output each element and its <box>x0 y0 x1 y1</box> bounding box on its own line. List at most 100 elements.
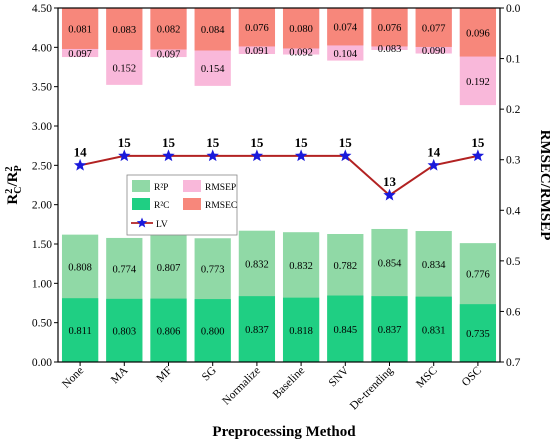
x-tick-label: MSC <box>414 364 440 390</box>
label-rmsec: 0.082 <box>157 25 181 36</box>
label-rmsep: 0.154 <box>201 64 225 75</box>
right-tick-label: 0.3 <box>506 155 521 167</box>
label-r2p: 0.776 <box>466 270 490 281</box>
lv-star <box>250 149 264 162</box>
lv-star <box>339 149 352 162</box>
bar-rmsec <box>282 8 320 49</box>
left-tick-label: 3.00 <box>32 121 52 133</box>
left-tick-label: 1.50 <box>32 239 52 251</box>
left-axis-title-part: /R <box>5 171 21 187</box>
legend-swatch <box>132 180 150 192</box>
bar-rmsec <box>327 8 364 46</box>
x-tick-label: De-trending <box>348 364 396 412</box>
lv-star <box>73 158 87 171</box>
left-axis-title: R2C/R2P <box>4 165 24 204</box>
bar-r2c <box>415 296 452 362</box>
left-tick-label: 1.00 <box>32 278 52 290</box>
x-tick-label: None <box>60 365 86 391</box>
bar-rmsec <box>371 8 408 47</box>
legend-label: LV <box>156 220 168 230</box>
lv-label: 15 <box>206 135 220 150</box>
label-r2p: 0.832 <box>289 261 313 272</box>
label-r2c: 0.735 <box>466 329 490 340</box>
bar-r2c <box>61 298 99 362</box>
label-rmsec: 0.084 <box>201 25 225 36</box>
bar-r2c <box>327 295 364 362</box>
label-r2c: 0.818 <box>289 326 313 337</box>
bar-r2c <box>238 296 276 362</box>
label-rmsec: 0.077 <box>422 23 446 34</box>
bar-rmsec <box>415 8 452 47</box>
left-tick-label: 3.50 <box>32 82 52 94</box>
bar-rmsec <box>61 8 99 49</box>
lv-label: 13 <box>383 174 397 189</box>
legend-swatch <box>132 198 150 210</box>
label-r2c: 0.803 <box>112 326 136 337</box>
bar-rmsec <box>150 8 187 50</box>
label-rmsec: 0.083 <box>112 25 136 36</box>
x-tick-label: MF <box>154 365 174 385</box>
label-r2p: 0.808 <box>68 262 92 273</box>
lv-star <box>383 188 396 201</box>
x-tick-label: Normalize <box>220 365 263 408</box>
legend-label: R²P <box>154 183 168 193</box>
label-rmsep: 0.104 <box>333 49 357 60</box>
left-tick-label: 4.00 <box>32 42 52 54</box>
label-rmsep: 0.097 <box>157 49 181 60</box>
label-rmsec: 0.096 <box>466 28 490 39</box>
legend-label: RMSEC <box>205 201 237 211</box>
label-r2c: 0.800 <box>201 327 225 338</box>
label-r2c: 0.837 <box>378 325 402 336</box>
right-tick-label: 0.1 <box>506 54 521 66</box>
right-axis-title: RMSEC/RMSEP <box>537 130 550 241</box>
label-r2p: 0.774 <box>112 264 136 275</box>
left-tick-label: 0.50 <box>32 318 52 330</box>
label-rmsep: 0.083 <box>378 44 402 55</box>
lv-star <box>294 149 308 162</box>
label-r2p: 0.854 <box>378 259 402 270</box>
x-axis-title: Preprocessing Method <box>212 424 356 440</box>
bar-r2c <box>371 296 408 362</box>
left-axis-title-part: C <box>13 187 24 194</box>
bar-rmsec <box>106 8 143 50</box>
lv-star <box>427 158 440 171</box>
bar-rmsec <box>238 8 276 47</box>
label-rmsep: 0.152 <box>112 63 136 74</box>
left-axis-title-part: P <box>13 165 24 171</box>
left-axis-title-text: R2C/R2P <box>4 165 24 204</box>
label-r2p: 0.782 <box>333 261 357 272</box>
lv-star <box>118 149 131 162</box>
label-r2p: 0.832 <box>245 259 269 270</box>
lv-label: 14 <box>74 144 88 159</box>
lv-label: 15 <box>250 135 264 150</box>
legend-lv-star <box>136 217 148 228</box>
x-tick-label: Baseline <box>271 365 307 401</box>
x-tick-label: SG <box>200 365 219 384</box>
legend-swatch <box>183 198 201 210</box>
bar-rmsec <box>459 8 497 57</box>
label-rmsec: 0.081 <box>68 24 92 35</box>
right-tick-label: 0.7 <box>506 357 521 369</box>
label-rmsep: 0.097 <box>68 49 92 60</box>
bar-r2c <box>150 298 187 362</box>
right-tick-label: 0.5 <box>506 256 521 268</box>
legend-label: RMSEP <box>205 183 236 193</box>
lv-label: 15 <box>295 135 309 150</box>
left-tick-label: 0.00 <box>32 357 52 369</box>
label-r2p: 0.807 <box>157 263 181 274</box>
label-r2p: 0.773 <box>201 265 225 276</box>
right-tick-label: 0.6 <box>506 306 521 318</box>
left-tick-label: 2.00 <box>32 200 52 212</box>
bar-r2c <box>282 297 320 362</box>
bar-rmsec <box>194 8 231 51</box>
left-axis-title-part: R <box>5 194 21 205</box>
label-rmsep: 0.090 <box>422 46 446 57</box>
lv-star <box>162 149 175 162</box>
label-r2c: 0.806 <box>157 326 181 337</box>
label-r2c: 0.811 <box>68 326 91 337</box>
x-tick-label: OSC <box>460 364 485 389</box>
right-tick-label: 0.0 <box>506 3 521 15</box>
right-tick-label: 0.2 <box>506 104 521 116</box>
lv-line-layer: 14 15 15 15 15 15 15 13 14 15 <box>74 135 485 201</box>
